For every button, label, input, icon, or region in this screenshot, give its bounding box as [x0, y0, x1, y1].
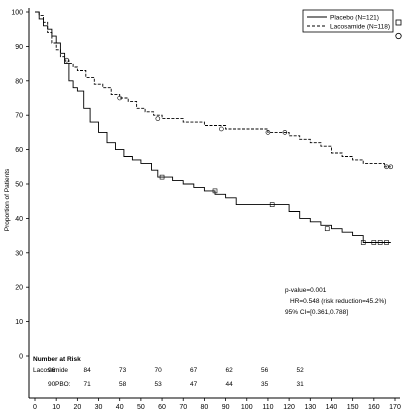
y-tick-label: 100: [11, 10, 23, 17]
placebo-censor-mark: [159, 174, 165, 180]
x-tick-label: 160: [368, 404, 380, 411]
x-tick-label: 20: [73, 404, 81, 411]
x-tick-label: 60: [158, 404, 166, 411]
censor-marks: [64, 57, 394, 245]
risk-value-lacosamide: 52: [297, 367, 305, 374]
risk-value-placebo: 47: [190, 381, 198, 388]
risk-value-placebo: 90: [48, 381, 56, 388]
y-tick-label: 80: [15, 78, 23, 85]
y-axis-label: Proportion of Patients: [4, 168, 11, 231]
risk-value-placebo: 35: [261, 381, 269, 388]
x-tick-label: 110: [262, 404, 273, 411]
x-tick-label: 130: [304, 404, 316, 411]
risk-value-placebo: 71: [83, 381, 91, 388]
number-at-risk-values: 96 84 73 70 67 62 56 52 90 71 58 53 47 44 35 31: [48, 367, 304, 388]
axes: [26, 8, 400, 401]
x-tick-label: 70: [179, 404, 187, 411]
x-tick-label: 120: [283, 404, 295, 411]
lacosamide-censor-mark: [155, 116, 161, 121]
x-tick-label: 30: [95, 404, 103, 411]
x-tick-label: 80: [201, 404, 209, 411]
risk-value-placebo: 31: [297, 381, 305, 388]
placebo-censor-mark: [269, 202, 275, 207]
legend: Placebo (N=121) Lacosamide (N=118): [302, 9, 394, 33]
p-value-annotation: p-value=0.001: [285, 287, 327, 294]
placebo-censor-mark: [212, 188, 218, 194]
placebo-censor-mark: [324, 226, 330, 232]
y-tick-label: 90: [15, 44, 23, 51]
x-tick-label: 90: [222, 404, 230, 411]
risk-value-lacosamide: 67: [190, 367, 198, 374]
y-tick-label: 40: [15, 216, 23, 223]
lacosamide-censor-mark: [219, 126, 224, 132]
risk-value-lacosamide: 73: [119, 367, 127, 374]
x-tick-label: 10: [52, 404, 60, 411]
x-tick-label: 50: [137, 404, 145, 411]
y-tick-label: 10: [15, 319, 23, 326]
risk-value-lacosamide: 62: [226, 367, 234, 374]
number-at-risk-title: Number at Risk: [33, 356, 81, 363]
risk-value-lacosamide: 56: [261, 367, 269, 374]
risk-row-placebo-label: PBO:: [55, 381, 71, 388]
censor-square-key-icon: [395, 19, 402, 26]
hazard-ratio-annotation: HR=0.548 (risk reduction=45.2%): [290, 298, 386, 305]
risk-value-placebo: 44: [226, 381, 234, 388]
x-tick-label: 100: [241, 404, 253, 411]
lacosamide-censor-mark: [282, 130, 288, 135]
risk-value-placebo: 58: [119, 381, 127, 388]
tick-labels: 0 10 20 30 40 50 60 70 80 90 100 0 10 20 30 40 50 60 70 80 9…: [11, 10, 401, 412]
risk-value-lacosamide: 84: [83, 367, 91, 374]
confidence-interval-annotation: 95% CI=[0.361,0.788]: [285, 309, 348, 316]
legend-lacosamide-label: Lacosamide (N=118): [330, 24, 390, 31]
series-lines: [35, 11, 391, 243]
lacosamide-censor-mark: [117, 95, 123, 101]
lacosamide-censor-mark: [265, 130, 271, 135]
placebo-censor-mark: [384, 240, 389, 245]
y-tick-label: 50: [15, 182, 23, 189]
legend-placebo-label: Placebo (N=121): [330, 15, 379, 22]
y-tick-label: 20: [15, 285, 23, 292]
placebo-series-line: [35, 11, 391, 243]
placebo-censor-mark: [377, 240, 383, 245]
x-tick-label: 140: [326, 404, 338, 411]
legend-box: [302, 9, 394, 33]
placebo-censor-mark: [360, 240, 366, 245]
lacosamide-censor-mark: [64, 57, 70, 63]
risk-value-lacosamide: 96: [48, 367, 56, 374]
censor-circle-key-icon: [395, 32, 402, 40]
lacosamide-series-line: [35, 11, 391, 168]
x-tick-label: 40: [116, 404, 124, 411]
risk-row-lacosamide-label: Lacosamide: [33, 367, 68, 374]
x-tick-label: 170: [389, 404, 401, 411]
risk-value-placebo: 53: [154, 381, 162, 388]
y-tick-label: 60: [15, 147, 23, 154]
x-tick-label: 150: [347, 404, 359, 411]
placebo-censor-mark: [371, 240, 377, 245]
risk-value-lacosamide: 70: [154, 367, 162, 374]
y-tick-label: 30: [15, 250, 23, 257]
lacosamide-censor-mark: [388, 164, 394, 170]
x-tick-label: 0: [33, 404, 37, 411]
y-tick-label: 70: [15, 113, 23, 120]
y-tick-label: 0: [19, 354, 23, 361]
